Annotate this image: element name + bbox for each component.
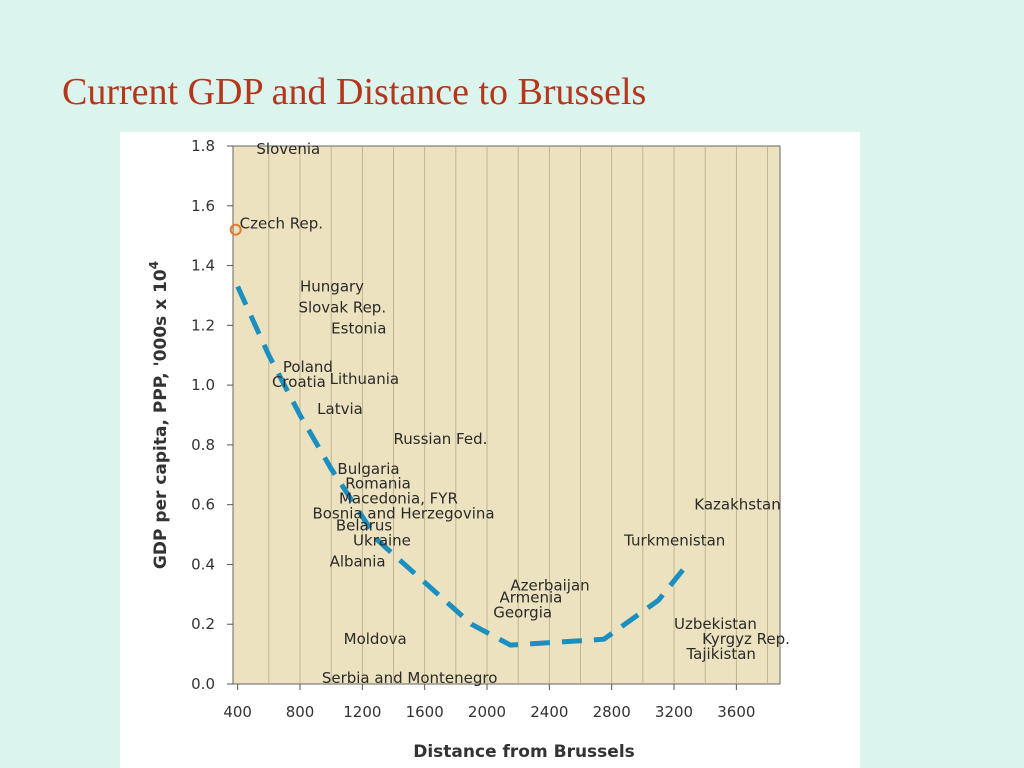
y-tick-label: 0.4 bbox=[191, 555, 215, 573]
y-axis-label: GDP per capita, PPP, '000s x 104 bbox=[147, 261, 171, 569]
slide-title: Current GDP and Distance to Brussels bbox=[62, 71, 647, 113]
chart-panel: 400 800 1200 1600 2000 2400 2800 3200 3600 0.0 0.2… bbox=[120, 132, 860, 768]
point-label-bulgaria: Bulgaria bbox=[337, 460, 399, 478]
point-label-azerbaijan: Azerbaijan bbox=[510, 576, 589, 594]
point-label-turkmenistan: Turkmenistan bbox=[623, 532, 725, 550]
y-tick-label: 1.8 bbox=[191, 137, 215, 155]
plot-area bbox=[232, 145, 781, 685]
point-label-armenia: Armenia bbox=[499, 588, 562, 606]
point-label-estonia: Estonia bbox=[331, 319, 386, 337]
x-axis-label: Distance from Brussels bbox=[413, 742, 635, 762]
point-label-kazakhstan: Kazakhstan bbox=[694, 496, 780, 514]
point-label-serbia-and-montenegro: Serbia and Montenegro bbox=[322, 669, 498, 687]
y-tick-label: 0.0 bbox=[191, 675, 215, 693]
point-label-ukraine: Ukraine bbox=[353, 532, 411, 550]
x-tick-label: 2000 bbox=[468, 703, 506, 721]
x-tick-label: 400 bbox=[223, 703, 252, 721]
point-label-belarus: Belarus bbox=[336, 517, 393, 535]
x-tick-label: 3600 bbox=[717, 703, 755, 721]
y-tick-label: 0.8 bbox=[191, 436, 215, 454]
point-label-lithuania: Lithuania bbox=[330, 370, 399, 388]
gdp-distance-scatter-chart: 400 800 1200 1600 2000 2400 2800 3200 3600 0.0 0.2… bbox=[147, 137, 790, 762]
point-label-hungary: Hungary bbox=[300, 277, 364, 295]
y-tick-label: 0.6 bbox=[191, 496, 215, 514]
point-label-tajikistan: Tajikistan bbox=[685, 645, 755, 663]
point-label-romania: Romania bbox=[345, 475, 411, 493]
point-label-macedonia-fyr: Macedonia, FYR bbox=[339, 490, 458, 508]
point-label-slovak-rep: Slovak Rep. bbox=[298, 298, 386, 316]
point-label-uzbekistan: Uzbekistan bbox=[674, 615, 757, 633]
point-label-croatia: Croatia bbox=[272, 373, 326, 391]
point-label-georgia: Georgia bbox=[493, 603, 552, 621]
y-tick-label: 1.4 bbox=[191, 257, 215, 275]
x-tick-label: 1200 bbox=[343, 703, 381, 721]
y-tick-label: 1.6 bbox=[191, 197, 215, 215]
point-label-albania: Albania bbox=[330, 552, 386, 570]
highlight-marker bbox=[229, 223, 242, 236]
x-tick-label: 800 bbox=[286, 703, 315, 721]
y-tick-label: 1.2 bbox=[191, 316, 215, 334]
y-tick-label: 1.0 bbox=[191, 376, 215, 394]
point-label-kyrgyz-rep: Kyrgyz Rep. bbox=[702, 630, 790, 648]
point-label-bosnia-and-herzegovina: Bosnia and Herzegovina bbox=[312, 505, 494, 523]
trend-line bbox=[235, 285, 692, 648]
point-label-russian-fed: Russian Fed. bbox=[394, 430, 488, 448]
x-tick-label: 3200 bbox=[655, 703, 693, 721]
point-label-moldova: Moldova bbox=[344, 630, 407, 648]
point-label-latvia: Latvia bbox=[317, 400, 363, 418]
x-tick-label: 2400 bbox=[530, 703, 568, 721]
point-label-poland: Poland bbox=[283, 358, 333, 376]
point-label-slovenia: Slovenia bbox=[256, 140, 320, 158]
x-tick-label: 1600 bbox=[406, 703, 444, 721]
x-tick-label: 2800 bbox=[593, 703, 631, 721]
point-label-czech-rep: Czech Rep. bbox=[240, 215, 323, 233]
y-tick-label: 0.2 bbox=[191, 615, 215, 633]
